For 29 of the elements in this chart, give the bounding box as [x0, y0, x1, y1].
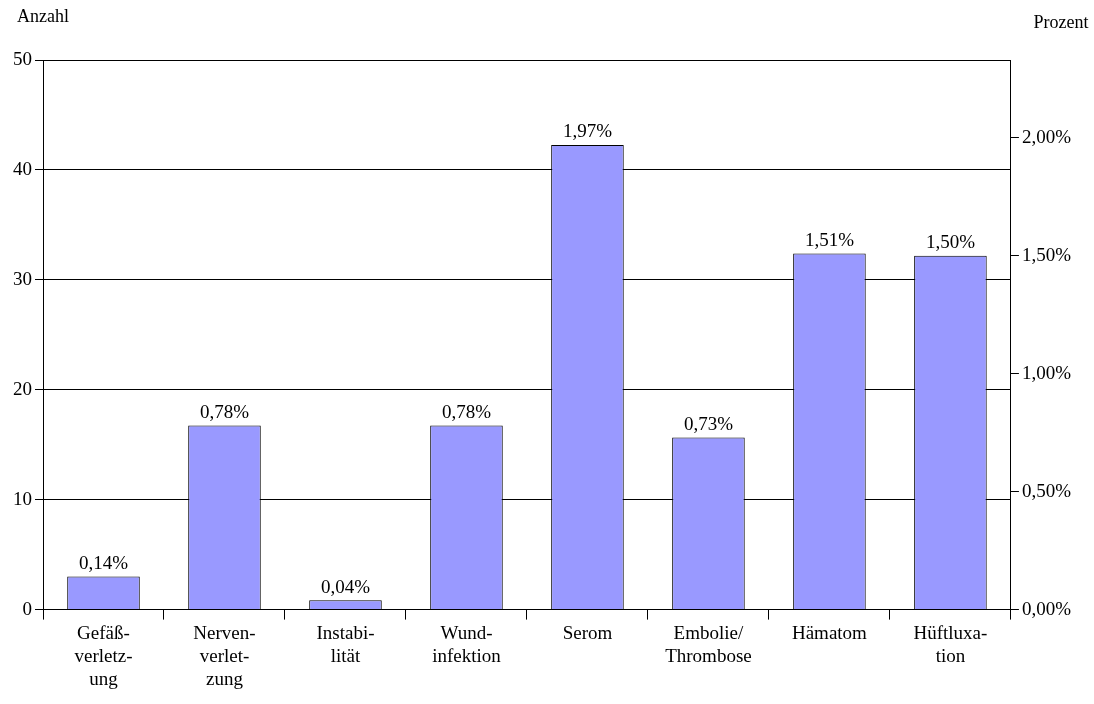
data-label: 1,51% — [804, 228, 855, 250]
x-tick-label: Nerven- verlet- zung — [193, 621, 256, 689]
data-label: 0,04% — [320, 575, 371, 597]
x-tick-label: Hüftluxa- tion — [913, 621, 988, 666]
data-label: 1,50% — [925, 231, 976, 253]
y2-tick-label: 0,50% — [1021, 479, 1072, 501]
y-tick-label: 40 — [13, 157, 32, 179]
x-tick-label: Instabi- lität — [316, 621, 375, 666]
data-label: 0,78% — [199, 401, 250, 423]
y-axis-title: Anzahl — [17, 5, 69, 26]
y-tick-label: 10 — [13, 487, 32, 509]
data-label: 0,14% — [78, 552, 129, 574]
data-label: 0,73% — [683, 412, 734, 434]
x-tick-label: Serom — [562, 621, 613, 643]
y2-tick-label: 1,50% — [1021, 243, 1072, 265]
y2-axis-title: Prozent — [1033, 11, 1089, 32]
y2-tick-label: 0,00% — [1021, 597, 1072, 619]
x-tick-label: Hämatom — [791, 621, 868, 643]
y-tick-label: 20 — [13, 377, 32, 399]
y2-tick-label: 1,00% — [1021, 361, 1072, 383]
x-tick-label: Wund- infektion — [432, 621, 502, 666]
data-label: 1,97% — [562, 120, 613, 142]
y-tick-label: 0 — [22, 597, 32, 619]
y2-tick-label: 2,00% — [1021, 125, 1072, 147]
x-tick-label: Embolie/ Thrombose — [665, 621, 752, 666]
x-tick-label: Gefäß- verletz- ung — [74, 621, 133, 689]
y-tick-label: 50 — [13, 47, 32, 69]
data-label: 0,78% — [441, 401, 492, 423]
y-tick-label: 30 — [13, 267, 32, 289]
